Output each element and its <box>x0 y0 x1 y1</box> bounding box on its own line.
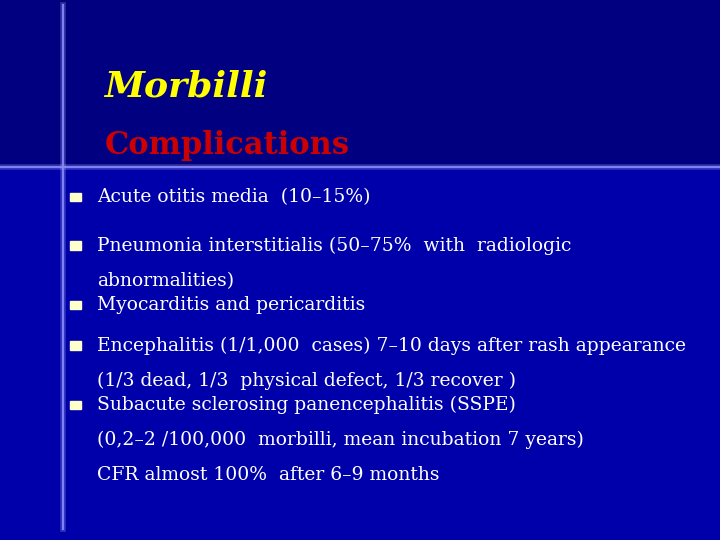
Text: (0,2–2 /100,000  morbilli, mean incubation 7 years): (0,2–2 /100,000 morbilli, mean incubatio… <box>97 431 584 449</box>
Bar <box>70 193 81 201</box>
Text: Encephalitis (1/1,000  cases) 7–10 days after rash appearance: Encephalitis (1/1,000 cases) 7–10 days a… <box>97 336 686 355</box>
Bar <box>0 0 720 167</box>
Text: Morbilli: Morbilli <box>104 70 268 103</box>
Bar <box>0 167 720 540</box>
Text: CFR almost 100%  after 6–9 months: CFR almost 100% after 6–9 months <box>97 466 440 484</box>
Text: Acute otitis media  (10–15%): Acute otitis media (10–15%) <box>97 188 371 206</box>
Bar <box>70 301 81 309</box>
Text: Complications: Complications <box>104 130 349 161</box>
Text: Myocarditis and pericarditis: Myocarditis and pericarditis <box>97 296 366 314</box>
Bar <box>70 241 81 250</box>
Bar <box>70 401 81 409</box>
Bar <box>70 341 81 350</box>
Text: Subacute sclerosing panencephalitis (SSPE): Subacute sclerosing panencephalitis (SSP… <box>97 396 516 414</box>
Text: (1/3 dead, 1/3  physical defect, 1/3 recover ): (1/3 dead, 1/3 physical defect, 1/3 reco… <box>97 372 516 390</box>
Text: abnormalities): abnormalities) <box>97 272 234 290</box>
Text: Pneumonia interstitialis (50–75%  with  radiologic: Pneumonia interstitialis (50–75% with ra… <box>97 237 572 255</box>
